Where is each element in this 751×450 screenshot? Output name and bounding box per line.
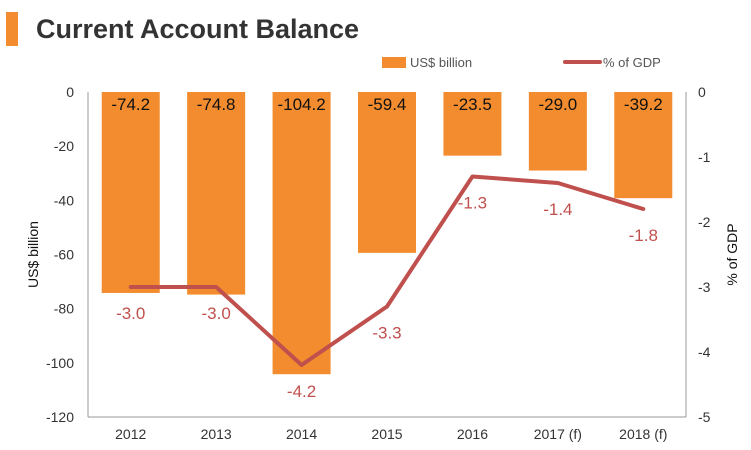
bar-data-label: -29.0 <box>538 95 577 114</box>
y2-tick-label: -1 <box>698 149 711 165</box>
y-tick-label: -20 <box>54 138 74 154</box>
y-tick-label: -100 <box>46 355 74 371</box>
bar-data-label: -74.2 <box>111 95 150 114</box>
x-tick-label: 2014 <box>286 426 317 442</box>
bar-series <box>101 92 673 375</box>
bar-data-label: -74.8 <box>197 95 236 114</box>
y2-tick-label: 0 <box>698 84 706 100</box>
x-tick-label: 2015 <box>371 426 402 442</box>
bar-data-labels: -74.2 -74.8 -104.2 -59.4 -23.5 -29.0 -39.2 <box>111 95 662 114</box>
y-tick-label: -60 <box>54 247 74 263</box>
gdp-data-label: -3.0 <box>116 304 145 323</box>
gdp-data-label: -3.0 <box>201 304 230 323</box>
bar-data-label: -59.4 <box>368 95 407 114</box>
bar-2013 <box>187 92 246 295</box>
bar-2014 <box>272 92 331 375</box>
bar-2015 <box>358 92 416 253</box>
y-tick-label: 0 <box>66 84 74 100</box>
line-series <box>128 174 646 367</box>
axes: 0 -20 -40 -60 -80 -100 -120 0 -1 -2 -3 -4 -5 2012 2013… <box>25 84 740 442</box>
legend-label-bar: US$ billion <box>410 55 472 70</box>
gdp-data-label: -1.4 <box>543 200 572 219</box>
title-accent-bar <box>6 12 18 46</box>
x-tick-label: 2017 (f) <box>534 426 582 442</box>
bar-2016 <box>443 92 502 156</box>
y2-tick-label: -5 <box>698 409 711 425</box>
y-tick-label: -40 <box>54 192 74 208</box>
bar-2018-f- <box>614 92 673 199</box>
y2-tick-label: -3 <box>698 279 711 295</box>
legend: US$ billion % of GDP <box>382 55 661 70</box>
bar-data-label: -39.2 <box>624 95 663 114</box>
gdp-data-label: -1.8 <box>629 226 658 245</box>
x-tick-label: 2016 <box>457 426 488 442</box>
y-tick-label: -80 <box>54 301 74 317</box>
bar-2012 <box>101 92 160 293</box>
y-tick-label: -120 <box>46 409 74 425</box>
legend-label-line: % of GDP <box>603 55 661 70</box>
bar-data-label: -104.2 <box>277 95 325 114</box>
x-tick-label: 2012 <box>115 426 146 442</box>
gdp-data-label: -3.3 <box>372 324 401 343</box>
bar-2017-f- <box>528 92 587 171</box>
y2-tick-label: -4 <box>698 344 711 360</box>
y-axis-title: US$ billion <box>25 221 41 288</box>
gdp-data-label: -4.2 <box>287 382 316 401</box>
x-tick-label: 2013 <box>201 426 232 442</box>
legend-swatch-bar <box>382 57 406 68</box>
bar-data-label: -23.5 <box>453 95 492 114</box>
line-data-labels: -3.0 -3.0 -4.2 -3.3 -1.3 -1.4 -1.8 <box>116 194 658 402</box>
y2-axis-title: % of GDP <box>724 223 740 285</box>
chart-title: Current Account Balance <box>36 14 360 44</box>
y2-tick-label: -2 <box>698 214 711 230</box>
gdp-data-label: -1.3 <box>458 194 487 213</box>
x-tick-label: 2018 (f) <box>619 426 667 442</box>
